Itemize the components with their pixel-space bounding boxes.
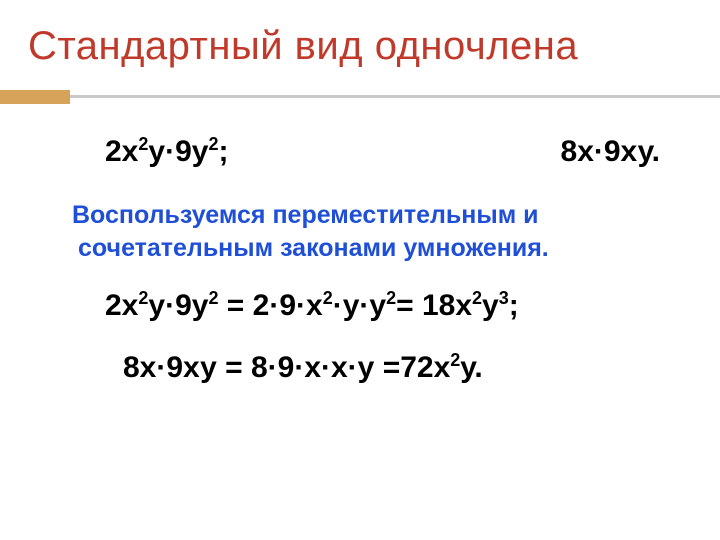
superscript: 3 bbox=[499, 288, 509, 308]
worked-row-1: 2х2у·9у2 = 2·9·х2·у·у2= 18х2у3; bbox=[105, 289, 720, 323]
title-underline bbox=[70, 95, 720, 98]
text: = bbox=[396, 289, 422, 322]
text: ; bbox=[218, 135, 228, 168]
superscript: 2 bbox=[323, 288, 333, 308]
text: 2·9·х bbox=[253, 289, 323, 322]
superscript: 2 bbox=[386, 288, 396, 308]
text: ; bbox=[509, 289, 519, 322]
worked-examples: 2х2у·9у2 = 2·9·х2·у·у2= 18х2у3; 8х·9ху =… bbox=[105, 289, 720, 385]
slide-title: Стандартный вид одночлена bbox=[28, 24, 700, 69]
title-accent-bar bbox=[0, 90, 70, 104]
superscript: 2 bbox=[450, 350, 460, 370]
text: = bbox=[218, 289, 252, 322]
text: у bbox=[482, 289, 499, 322]
superscript: 2 bbox=[208, 288, 218, 308]
text: у·9у bbox=[148, 135, 208, 168]
text: у·9у bbox=[148, 289, 208, 322]
example-expression-a: 2х2у·9у2; bbox=[105, 135, 228, 169]
text-line: сочетательным законами умножения. bbox=[78, 234, 549, 262]
superscript: 2 bbox=[472, 288, 482, 308]
superscript: 2 bbox=[208, 134, 218, 154]
text: 8х·9ху = bbox=[123, 351, 251, 384]
text: 2х bbox=[105, 289, 138, 322]
superscript: 2 bbox=[138, 288, 148, 308]
text: 18х bbox=[422, 289, 472, 322]
worked-row-2: 8х·9ху = 8·9·х·х·у =72х2у. bbox=[123, 351, 720, 385]
text: 8·9·х·х·у bbox=[251, 351, 383, 384]
text: 8х·9ху. bbox=[561, 135, 660, 168]
text: ·у·у bbox=[333, 289, 386, 322]
superscript: 2 bbox=[138, 134, 148, 154]
text: =72х bbox=[383, 351, 451, 384]
explanation-text: Воспользуемся переместительным и сочетат… bbox=[72, 199, 672, 264]
text: 2х bbox=[105, 135, 138, 168]
text-line: Воспользуемся переместительным и bbox=[72, 201, 539, 229]
text: у. bbox=[460, 351, 482, 384]
example-expressions: 2х2у·9у2; 8х·9ху. bbox=[105, 135, 660, 169]
example-expression-b: 8х·9ху. bbox=[561, 135, 660, 169]
